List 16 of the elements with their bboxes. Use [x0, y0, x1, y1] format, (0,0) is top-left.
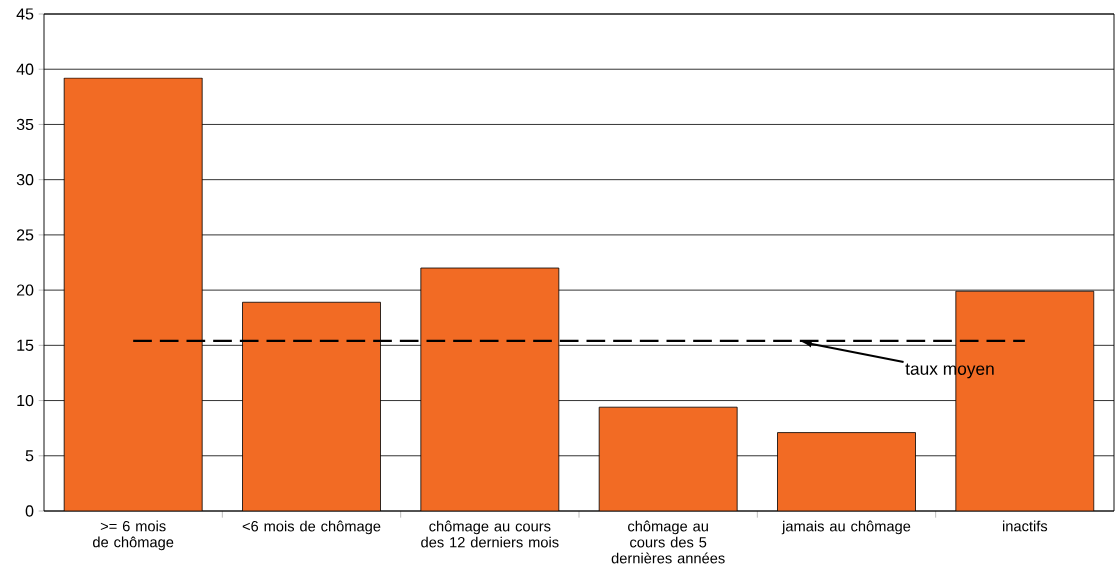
y-tick-label: 15: [17, 339, 34, 351]
x-tick-label: chômage au cours des 12 derniers mois: [421, 520, 559, 548]
y-tick-label: 25: [16, 229, 34, 241]
y-tick-label: 40: [16, 63, 34, 75]
x-tick-label: >= 6 mois de chômage: [93, 520, 174, 551]
y-tick-label: 0: [25, 505, 34, 517]
x-tick-label: jamais au chômage: [781, 520, 911, 535]
x-tick-label: inactifs: [1003, 520, 1048, 532]
y-tick-label: 5: [25, 450, 34, 462]
y-tick-label: 10: [17, 394, 34, 407]
x-tick-label: chômage au cours des 5 dernières années: [611, 520, 725, 564]
x-tick-label: <6 mois de chômage: [242, 520, 381, 535]
y-tick-label: 20: [16, 284, 34, 296]
y-tick-label: 45: [16, 8, 34, 20]
y-tick-label: 35: [16, 118, 34, 131]
y-tick-label: 30: [16, 174, 34, 186]
